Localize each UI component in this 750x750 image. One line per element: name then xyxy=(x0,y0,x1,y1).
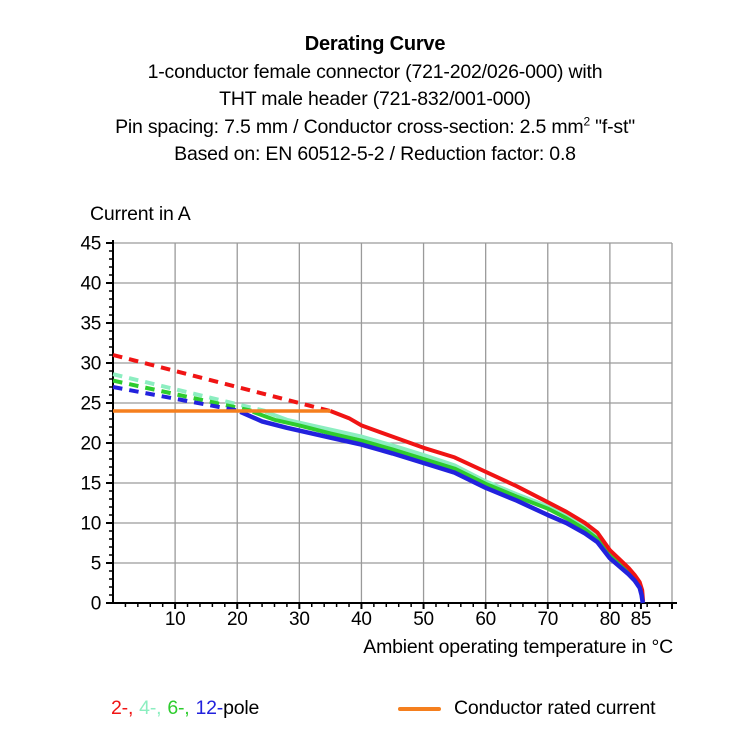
tick-labels: 10 20 30 40 50 60 70 80 85 0 5 10 15 20 25 30 35 40 45 xyxy=(80,234,651,631)
legend-pole-item-2: 2-, xyxy=(111,697,134,719)
gridlines xyxy=(113,242,673,603)
curve-6pole xyxy=(252,409,645,602)
curve-2pole-dashed xyxy=(112,353,331,413)
curve-4pole xyxy=(264,409,645,602)
y-tick-10: 10 xyxy=(80,514,101,535)
y-tick-5: 5 xyxy=(91,554,101,575)
chart-title: Derating Curve xyxy=(304,33,446,55)
curve-2pole xyxy=(329,409,646,602)
x-tick-85: 85 xyxy=(631,609,652,630)
chart-title-block: Derating Curve 1-conductor female connec… xyxy=(0,31,750,169)
x-tick-10: 10 xyxy=(165,609,186,630)
x-tick-70: 70 xyxy=(538,609,559,630)
x-tick-20: 20 xyxy=(227,609,248,630)
squared-superscript: 2 xyxy=(583,114,590,128)
y-tick-25: 25 xyxy=(80,394,101,415)
y-tick-35: 35 xyxy=(80,314,101,335)
chart-subtitle-line3: Pin spacing: 7.5 mm / Conductor cross-se… xyxy=(115,114,635,138)
pole-legend-suffix: pole xyxy=(223,697,260,719)
y-tick-15: 15 xyxy=(80,474,101,495)
rated-current-swatch xyxy=(398,706,441,711)
chart-subtitle-line4: Based on: EN 60512-5-2 / Reduction facto… xyxy=(174,143,576,165)
y-tick-20: 20 xyxy=(80,434,101,455)
y-tick-30: 30 xyxy=(80,354,101,375)
legend-pole-item-4: 4-, xyxy=(139,697,162,719)
rated-current-legend: Conductor rated current xyxy=(398,697,656,720)
x-tick-60: 60 xyxy=(475,609,496,630)
pole-legend: 2-, 4-, 6-, 12-pole xyxy=(111,697,259,720)
x-tick-30: 30 xyxy=(289,609,310,630)
derating-chart: 10 20 30 40 50 60 70 80 85 0 5 10 15 20 25 30 35 40 45 xyxy=(80,234,677,631)
x-tick-50: 50 xyxy=(413,609,434,630)
y-tick-0: 0 xyxy=(91,594,101,615)
curve-6pole-dashed xyxy=(112,378,254,413)
chart-subtitle-line1: 1-conductor female connector (721-202/02… xyxy=(147,60,603,83)
x-tick-80: 80 xyxy=(600,609,621,630)
legend-pole-item-12: 12- xyxy=(195,697,224,719)
y-tick-45: 45 xyxy=(80,234,101,255)
legend-pole-item-6: 6-, xyxy=(167,697,190,719)
x-tick-40: 40 xyxy=(351,609,372,630)
chart-subtitle-line2: THT male header (721-832/001-000) xyxy=(219,88,531,110)
rated-current-label: Conductor rated current xyxy=(454,697,656,719)
curve-12pole xyxy=(239,409,646,604)
y-tick-40: 40 xyxy=(80,274,101,295)
x-axis-title: Ambient operating temperature in °C xyxy=(363,636,673,658)
curve-12pole-dashed xyxy=(112,385,241,413)
axis-lines xyxy=(110,240,677,604)
curves xyxy=(112,353,646,604)
axis-ticks xyxy=(106,242,673,609)
pole-legend-items: 2-, 4-, 6-, 12- xyxy=(111,697,223,719)
y-axis-title: Current in A xyxy=(90,203,191,225)
